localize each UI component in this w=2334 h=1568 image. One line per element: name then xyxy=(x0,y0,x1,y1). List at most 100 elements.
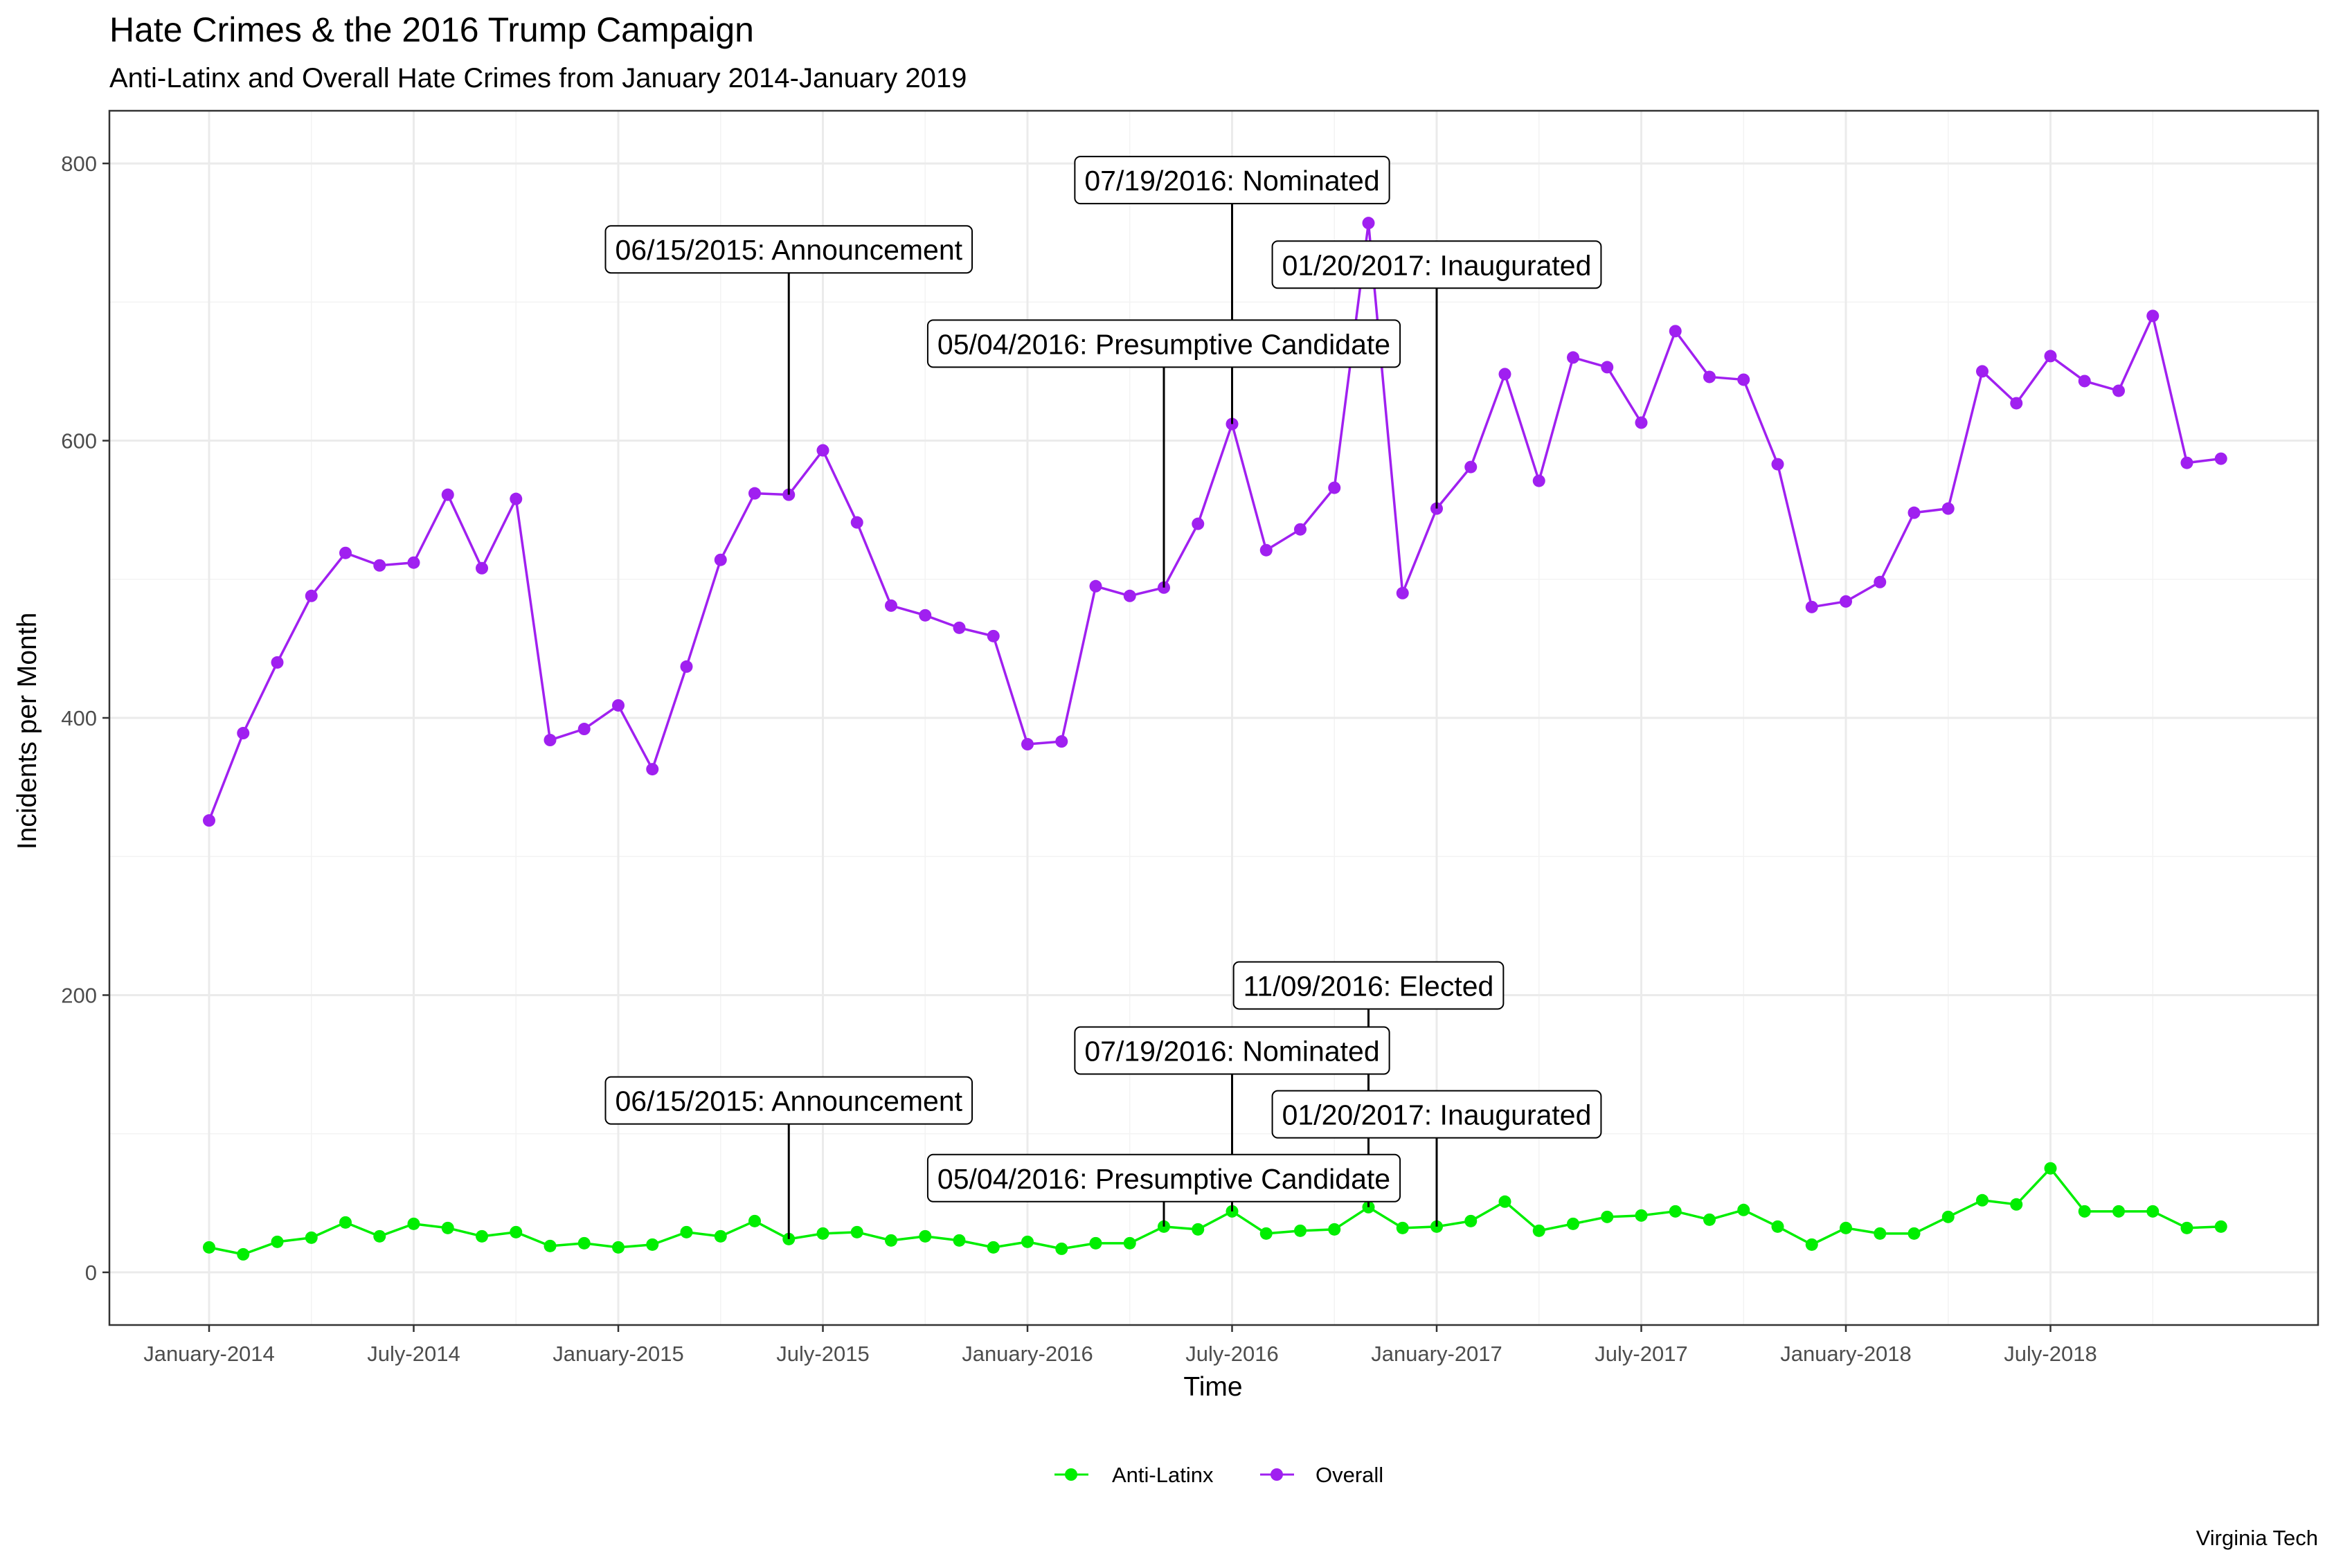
annotation-label-05-04-2016-presumptive-candidate: 05/04/2016: Presumptive Candidate xyxy=(928,1155,1400,1202)
data-point-anti-latinx xyxy=(408,1218,420,1230)
x-axis-title: Time xyxy=(1183,1372,1242,1402)
data-point-overall xyxy=(1464,461,1477,474)
data-point-anti-latinx xyxy=(1908,1227,1921,1240)
data-point-overall xyxy=(1055,735,1068,748)
data-point-anti-latinx xyxy=(2112,1205,2125,1218)
data-point-anti-latinx xyxy=(851,1226,863,1238)
y-tick-label: 800 xyxy=(61,152,97,176)
data-point-anti-latinx xyxy=(1976,1194,1989,1207)
data-point-overall xyxy=(1260,544,1273,557)
data-point-anti-latinx xyxy=(681,1226,693,1238)
data-point-overall xyxy=(1874,576,1886,588)
data-point-anti-latinx xyxy=(1840,1222,1852,1234)
annotation-text: 05/04/2016: Presumptive Candidate xyxy=(937,328,1390,360)
data-point-anti-latinx xyxy=(953,1234,966,1247)
x-tick-label: July-2016 xyxy=(1185,1342,1278,1366)
chart-title: Hate Crimes & the 2016 Trump Campaign xyxy=(109,10,754,49)
data-point-overall xyxy=(544,734,557,746)
annotation-label-01-20-2017-inaugurated: 01/20/2017: Inaugurated xyxy=(1273,1091,1601,1138)
data-point-anti-latinx xyxy=(373,1230,386,1243)
data-point-anti-latinx xyxy=(1635,1209,1648,1222)
annotation-label-05-04-2016-presumptive-candidate: 05/04/2016: Presumptive Candidate xyxy=(928,320,1400,367)
data-point-anti-latinx xyxy=(476,1230,488,1243)
data-point-overall xyxy=(2146,309,2159,322)
data-point-overall xyxy=(476,562,488,575)
data-point-overall xyxy=(1635,417,1648,429)
data-point-overall xyxy=(1567,351,1579,363)
data-point-anti-latinx xyxy=(2215,1220,2227,1233)
data-point-overall xyxy=(339,547,352,559)
data-point-anti-latinx xyxy=(1772,1220,1784,1233)
data-point-overall xyxy=(510,493,522,505)
data-point-overall xyxy=(1703,370,1716,383)
data-point-anti-latinx xyxy=(1397,1222,1409,1234)
data-point-anti-latinx xyxy=(1499,1196,1511,1208)
annotation-label-06-15-2015-announcement: 06/15/2015: Announcement xyxy=(605,1077,972,1124)
caption: Virginia Tech xyxy=(2196,1526,2318,1550)
data-point-overall xyxy=(1021,738,1034,750)
data-point-anti-latinx xyxy=(1942,1211,1955,1223)
data-point-overall xyxy=(953,622,966,634)
y-tick-label: 200 xyxy=(61,983,97,1007)
data-point-anti-latinx xyxy=(1055,1243,1068,1255)
data-point-anti-latinx xyxy=(2010,1198,2022,1211)
data-point-anti-latinx xyxy=(1567,1218,1579,1230)
data-point-anti-latinx xyxy=(1703,1214,1716,1226)
data-point-anti-latinx xyxy=(612,1241,625,1254)
data-point-overall xyxy=(817,444,829,457)
data-point-overall xyxy=(715,554,727,566)
x-tick-label: January-2018 xyxy=(1780,1342,1912,1366)
data-point-overall xyxy=(1124,590,1136,602)
y-tick-label: 600 xyxy=(61,429,97,453)
data-point-overall xyxy=(408,557,420,569)
data-point-overall xyxy=(1806,601,1818,613)
data-point-anti-latinx xyxy=(885,1234,897,1247)
data-point-overall xyxy=(1192,518,1204,530)
annotation-text: 01/20/2017: Inaugurated xyxy=(1282,1099,1592,1131)
data-point-overall xyxy=(1397,587,1409,600)
data-point-anti-latinx xyxy=(1090,1237,1102,1250)
plot-area: 0 200 400 600 800 January-2014 July-2014 Januar… xyxy=(61,111,2318,1366)
data-point-anti-latinx xyxy=(1192,1223,1204,1236)
data-point-overall xyxy=(271,656,284,669)
data-point-overall xyxy=(1363,217,1375,229)
data-point-anti-latinx xyxy=(1464,1215,1477,1227)
data-point-overall xyxy=(1840,595,1852,608)
annotation-text: 07/19/2016: Nominated xyxy=(1084,1036,1379,1067)
annotation-text: 06/15/2015: Announcement xyxy=(615,1085,962,1117)
data-point-anti-latinx xyxy=(305,1232,318,1244)
legend-key-anti-latinx-point xyxy=(1065,1468,1077,1481)
data-point-overall xyxy=(851,516,863,529)
data-point-overall xyxy=(2010,397,2022,409)
data-point-overall xyxy=(2045,350,2057,362)
annotation-text: 11/09/2016: Elected xyxy=(1244,970,1494,1002)
x-tick-label: July-2018 xyxy=(2004,1342,2097,1366)
data-point-anti-latinx xyxy=(578,1237,591,1250)
data-point-overall xyxy=(1669,325,1682,337)
data-point-anti-latinx xyxy=(2146,1205,2159,1218)
data-point-anti-latinx xyxy=(646,1238,658,1251)
data-point-overall xyxy=(646,763,658,775)
data-point-anti-latinx xyxy=(1328,1223,1340,1236)
data-point-overall xyxy=(237,727,249,739)
data-point-anti-latinx xyxy=(510,1226,522,1238)
data-point-anti-latinx xyxy=(1124,1237,1136,1250)
data-point-overall xyxy=(2215,453,2227,465)
annotation-label-07-19-2016-nominated: 07/19/2016: Nominated xyxy=(1075,156,1389,204)
series-line-overall xyxy=(209,223,2221,820)
data-point-overall xyxy=(1976,365,1989,377)
legend-label-overall: Overall xyxy=(1316,1463,1383,1487)
data-point-overall xyxy=(1090,580,1102,593)
x-tick-label: July-2014 xyxy=(367,1342,460,1366)
annotations: 06/15/2015: Announcement 05/04/2016: Pres… xyxy=(605,156,1601,1239)
data-point-anti-latinx xyxy=(1021,1236,1034,1248)
data-point-anti-latinx xyxy=(1601,1211,1613,1223)
data-point-overall xyxy=(2112,384,2125,397)
data-point-overall xyxy=(612,699,625,712)
data-point-overall xyxy=(1908,507,1921,519)
data-point-anti-latinx xyxy=(2079,1205,2091,1218)
data-point-overall xyxy=(203,814,215,827)
data-point-overall xyxy=(373,559,386,572)
data-point-anti-latinx xyxy=(203,1241,215,1254)
